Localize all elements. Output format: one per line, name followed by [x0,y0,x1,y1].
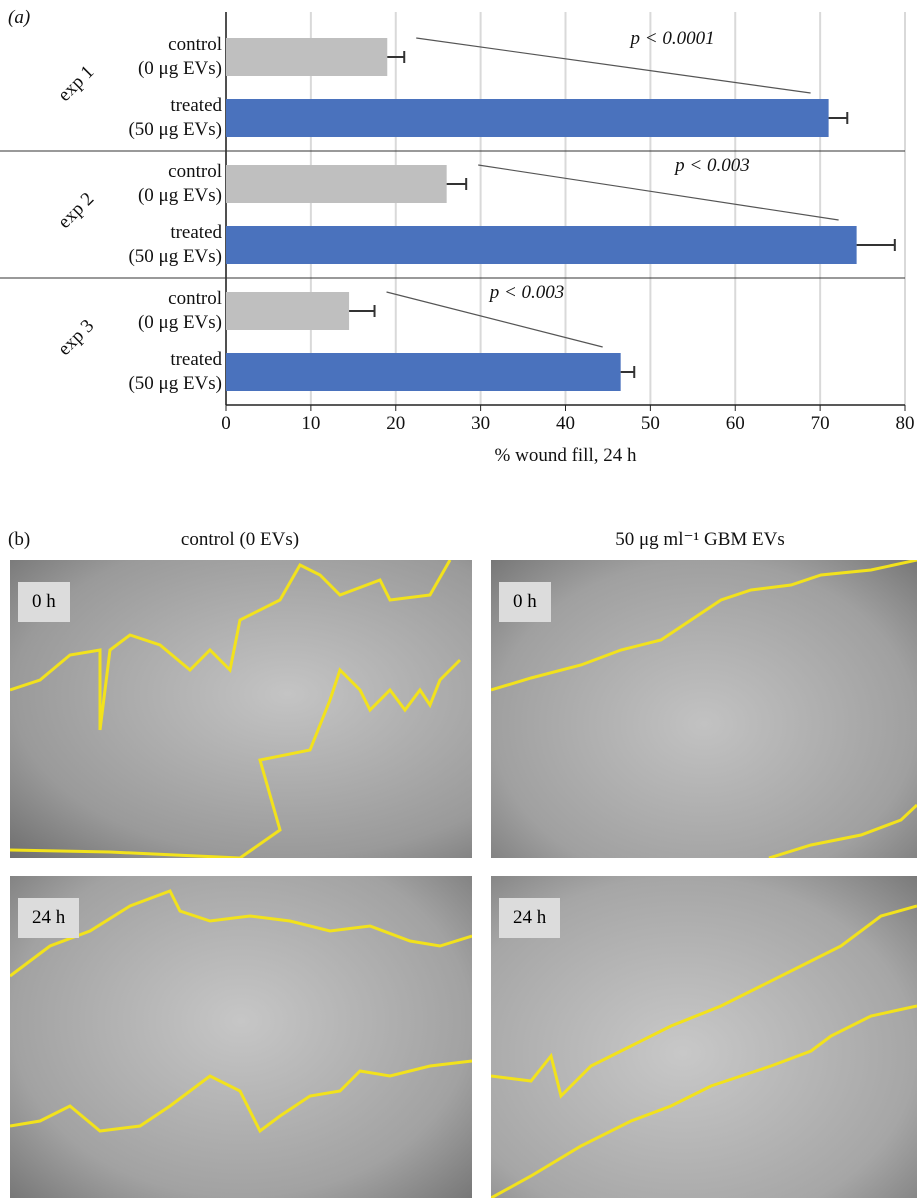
x-tick-label: 60 [726,413,745,434]
bar [226,99,829,137]
micrograph: 24 h [10,876,472,1198]
x-tick-label: 30 [471,413,490,434]
annotation: p < 0.003 [673,155,750,176]
time-badge: 0 h [499,582,551,622]
x-tick-label: 10 [301,413,320,434]
bar [226,226,857,264]
bar [226,38,387,76]
time-badge: 24 h [18,898,79,938]
error-bar [447,178,467,190]
x-axis-label: % wound fill, 24 h [495,445,637,466]
group-label: exp 2 [54,188,98,232]
bar [226,353,621,391]
annotation: p < 0.003 [488,282,565,303]
bar [226,165,447,203]
error-bar [349,305,374,317]
x-tick-label: 20 [386,413,405,434]
column-title: 50 μg ml⁻¹ GBM EVs [550,528,850,552]
wound-outline [10,876,472,1198]
group-label: exp 3 [54,315,98,359]
annotation-line [416,38,810,93]
bar [226,292,349,330]
column-title: control (0 EVs) [90,528,390,552]
x-tick-label: 50 [641,413,660,434]
error-bar [857,239,895,251]
page: 0 10 20 30 40 50 60 70 80 % wound fill, 24 h exp 1… [0,0,917,1198]
wound-outline [491,560,917,858]
micrograph: 0 h [10,560,472,858]
x-tick-label: 40 [556,413,575,434]
micrograph: 0 h [491,560,917,858]
panel-label: (a) [8,6,30,30]
time-badge: 0 h [18,582,70,622]
category-label: treated (50 μg EVs) [128,94,222,142]
wound-outline [10,560,472,858]
category-label: treated (50 μg EVs) [128,348,222,396]
x-tick-label: 80 [896,413,915,434]
micrograph: 24 h [491,876,917,1198]
category-label: treated (50 μg EVs) [128,221,222,269]
x-tick-label: 0 [221,413,231,434]
group-label: exp 1 [54,61,98,105]
panel-label: (b) [8,528,30,552]
annotation-line [478,165,838,220]
annotation: p < 0.0001 [629,28,715,49]
x-tick-label: 70 [811,413,830,434]
error-bar [621,366,635,378]
category-label: control (0 μg EVs) [138,33,222,81]
error-bar [829,112,848,124]
category-label: control (0 μg EVs) [138,160,222,208]
category-label: control (0 μg EVs) [138,287,222,335]
time-badge: 24 h [499,898,560,938]
